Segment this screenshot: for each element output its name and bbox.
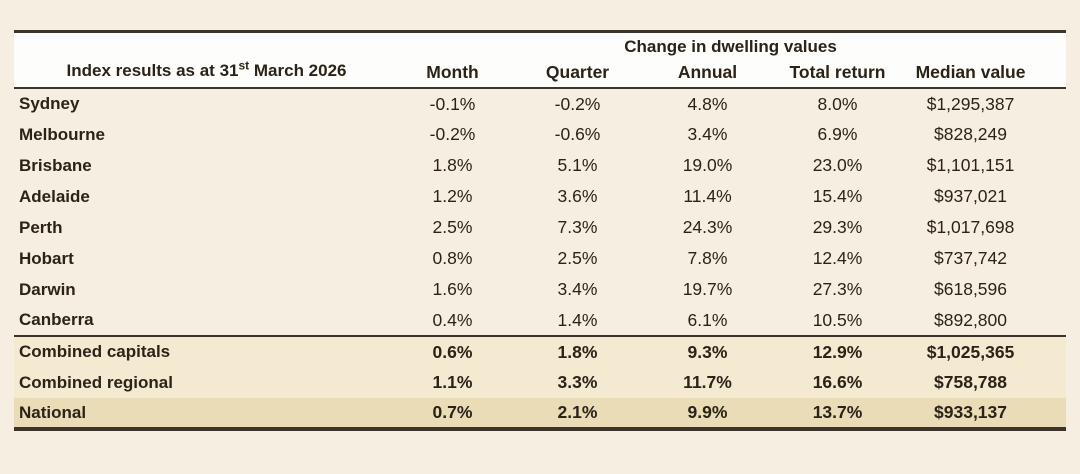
- table-title: Index results as at 31st March 2026: [14, 31, 395, 89]
- row-label: Darwin: [19, 279, 76, 299]
- cell-quarter: 1.8%: [510, 335, 645, 367]
- row-label: Perth: [19, 217, 63, 237]
- table-header: Index results as at 31st March 2026 Chan…: [14, 31, 1067, 89]
- cell-median-value: $892,800: [934, 309, 1008, 330]
- cell-quarter: 1.4%: [557, 309, 598, 330]
- cell-total-return: 12.9%: [770, 335, 905, 367]
- row-label: Canberra: [19, 310, 94, 329]
- cell-annual: 24.3%: [682, 217, 733, 237]
- cell-median-value: $1,295,387: [926, 93, 1015, 114]
- cell-median-value: $618,596: [934, 279, 1008, 299]
- cell-total-return: 15.4%: [812, 186, 863, 206]
- table-row-perth: Perth 2.5% 7.3% 24.3% 29.3% $1,017,698: [14, 212, 1066, 243]
- table-row-adelaide: Adelaide 1.2% 3.6% 11.4% 15.4% $937,021: [14, 181, 1066, 212]
- cell-month: 0.4%: [432, 309, 473, 330]
- cell-median-value: $828,249: [934, 124, 1008, 144]
- table-row-darwin: Darwin 1.6% 3.4% 19.7% 27.3% $618,596: [14, 274, 1066, 305]
- column-header-row: Month Quarter Annual Total return Median…: [14, 57, 1067, 89]
- cell-annual: 9.9%: [645, 398, 770, 429]
- cell-month: -0.2%: [429, 124, 476, 144]
- cell-median-value: $758,788: [905, 367, 1067, 398]
- cell-quarter: 2.5%: [557, 248, 598, 268]
- column-header-annual: Annual: [645, 57, 770, 89]
- cell-median-value: $1,101,151: [926, 155, 1015, 175]
- cell-annual: 19.0%: [682, 155, 733, 175]
- cell-annual: 11.4%: [683, 186, 732, 206]
- cell-quarter: -0.2%: [554, 93, 601, 114]
- cell-quarter: 3.3%: [510, 367, 645, 398]
- cell-annual: 3.4%: [687, 124, 728, 144]
- cell-annual: 6.1%: [687, 309, 728, 330]
- cell-month: 1.6%: [432, 279, 473, 299]
- column-header-total-return: Total return: [770, 57, 905, 89]
- cell-annual: 9.3%: [645, 335, 770, 367]
- table-row-sydney: Sydney -0.1% -0.2% 4.8% 8.0% $1,295,387: [14, 88, 1066, 119]
- cell-total-return: 8.0%: [817, 93, 858, 114]
- dwelling-values-index-table: Index results as at 31st March 2026 Chan…: [14, 30, 1067, 431]
- cell-median-value: $737,742: [934, 248, 1008, 268]
- cell-median-value: $937,021: [934, 186, 1008, 206]
- title-superscript: st: [238, 58, 250, 73]
- column-header-median-value: Median value: [905, 57, 1067, 89]
- row-label: Combined regional: [14, 367, 395, 398]
- cell-month: 1.8%: [432, 155, 473, 175]
- table-row-national: National 0.7% 2.1% 9.9% 13.7% $933,137: [14, 398, 1067, 429]
- cell-total-return: 12.4%: [812, 248, 863, 268]
- group-header-row: Index results as at 31st March 2026 Chan…: [14, 31, 1067, 89]
- table-row-hobart: Hobart 0.8% 2.5% 7.8% 12.4% $737,742: [14, 243, 1066, 274]
- table-row-canberra: Canberra 0.4% 1.4% 6.1% 10.5% $892,800: [14, 305, 1066, 336]
- row-label: Adelaide: [19, 186, 90, 206]
- cell-total-return: 27.3%: [812, 279, 863, 299]
- cell-quarter: 7.3%: [557, 217, 598, 237]
- cell-median-value: $1,017,698: [926, 217, 1015, 237]
- cell-month: 0.8%: [432, 248, 473, 268]
- cell-annual: 19.7%: [682, 279, 733, 299]
- row-label: National: [14, 398, 395, 429]
- title-prefix: Index results as at 31: [66, 61, 239, 80]
- cell-median-value: $1,025,365: [905, 335, 1067, 367]
- cell-quarter: 3.6%: [557, 186, 598, 206]
- row-label: Sydney: [19, 94, 80, 113]
- row-label: Brisbane: [19, 155, 92, 175]
- title-suffix: March 2026: [249, 61, 347, 80]
- cell-annual: 7.8%: [687, 248, 728, 268]
- row-label: Hobart: [19, 248, 74, 268]
- cell-month: 1.2%: [432, 186, 473, 206]
- cell-month: 2.5%: [432, 217, 473, 237]
- table-row-combined-capitals: Combined capitals 0.6% 1.8% 9.3% 12.9% $…: [14, 335, 1067, 367]
- cell-total-return: 6.9%: [817, 124, 858, 144]
- cell-total-return: 29.3%: [812, 217, 863, 237]
- cell-total-return: 13.7%: [770, 398, 905, 429]
- cell-median-value: $933,137: [905, 398, 1067, 429]
- cell-month: -0.1%: [429, 93, 476, 114]
- table-row-brisbane: Brisbane 1.8% 5.1% 19.0% 23.0% $1,101,15…: [14, 150, 1066, 181]
- cell-total-return: 23.0%: [812, 155, 863, 175]
- cell-total-return: 16.6%: [770, 367, 905, 398]
- cell-quarter: -0.6%: [554, 124, 601, 144]
- cell-quarter: 3.4%: [557, 279, 598, 299]
- column-header-quarter: Quarter: [510, 57, 645, 89]
- table-row-combined-regional: Combined regional 1.1% 3.3% 11.7% 16.6% …: [14, 367, 1067, 398]
- group-header-change-in-dwelling-values: Change in dwelling values: [395, 31, 1067, 57]
- cell-total-return: 10.5%: [812, 309, 863, 330]
- row-label: Combined capitals: [14, 335, 395, 367]
- cell-annual: 4.8%: [687, 93, 728, 114]
- cell-quarter: 2.1%: [510, 398, 645, 429]
- column-header-month: Month: [395, 57, 510, 89]
- cell-quarter: 5.1%: [557, 155, 598, 175]
- cell-month: 0.7%: [395, 398, 510, 429]
- cell-month: 1.1%: [395, 367, 510, 398]
- cell-annual: 11.7%: [645, 367, 770, 398]
- table-row-melbourne: Melbourne -0.2% -0.6% 3.4% 6.9% $828,249: [14, 119, 1066, 150]
- cell-month: 0.6%: [395, 335, 510, 367]
- table-body: Sydney -0.1% -0.2% 4.8% 8.0% $1,295,387 …: [14, 88, 1067, 429]
- row-label: Melbourne: [19, 124, 105, 144]
